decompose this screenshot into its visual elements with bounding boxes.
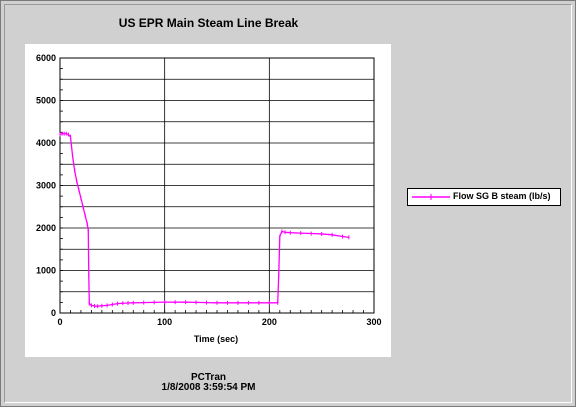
x-tick-label: 300 [366,317,381,327]
tick-labels: 0 1000 2000 3000 4000 5000 6000 0 100 200 300 [36,53,382,327]
chart-svg: 0 1000 2000 3000 4000 5000 6000 0 100 200 300 Time… [36,53,382,344]
y-tick-label: 3000 [36,181,56,191]
footer-timestamp: 1/8/2008 3:59:54 PM [161,382,256,393]
y-tick-label: 0 [51,308,56,318]
y-tick-label: 6000 [36,53,56,63]
series-line [59,133,349,307]
x-tick-label: 200 [262,317,277,327]
x-tick-label: 100 [157,317,172,327]
y-tick-label: 5000 [36,96,56,106]
series-layer [59,131,350,309]
y-tick-label: 1000 [36,266,56,276]
y-tick-label: 4000 [36,138,56,148]
legend-label: Flow SG B steam (lb/s) [453,191,551,201]
y-tick-label: 2000 [36,223,56,233]
axes-layer [59,57,375,314]
grid-layer [60,58,374,313]
x-tick-label: 0 [57,317,62,327]
legend-swatch [412,194,450,200]
chart-title: US EPR Main Steam Line Break [118,16,299,30]
x-axis-label: Time (sec) [194,334,238,344]
footer-app-name: PCTran [190,372,226,383]
plot-panel: 0 1000 2000 3000 4000 5000 6000 0 100 200 300 Time… [25,44,391,357]
window-frame [4,4,572,403]
legend: Flow SG B steam (lb/s) [407,188,561,206]
